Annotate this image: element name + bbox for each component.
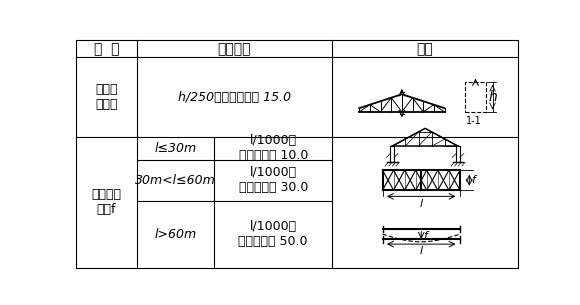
Text: 30m<l≤60m: 30m<l≤60m	[135, 174, 216, 187]
Text: f: f	[423, 231, 427, 241]
Text: l/1000，
且不应大于 30.0: l/1000， 且不应大于 30.0	[238, 166, 308, 194]
Text: 项  目: 项 目	[94, 42, 119, 56]
Text: 图例: 图例	[417, 42, 433, 56]
Text: h/250，且不应大于 15.0: h/250，且不应大于 15.0	[178, 91, 291, 103]
Text: 1-1: 1-1	[466, 116, 482, 126]
Bar	[465, 82, 487, 112]
Text: l/1000，
且不应大于 10.0: l/1000， 且不应大于 10.0	[238, 134, 308, 162]
Text: f: f	[472, 175, 476, 185]
Bar	[456, 146, 460, 162]
Text: l: l	[420, 246, 423, 257]
Bar	[390, 146, 394, 162]
Text: l/1000，
且不应大于 50.0: l/1000， 且不应大于 50.0	[238, 220, 308, 248]
Text: 跨中的
垂直度: 跨中的 垂直度	[95, 83, 118, 111]
Text: l≤30m: l≤30m	[154, 142, 197, 155]
Text: l>60m: l>60m	[154, 228, 197, 241]
Text: 允许偏差: 允许偏差	[218, 42, 251, 56]
Text: h: h	[489, 90, 498, 104]
Text: l: l	[420, 199, 423, 209]
Text: 侧向弯曲
矢高f: 侧向弯曲 矢高f	[92, 188, 122, 216]
